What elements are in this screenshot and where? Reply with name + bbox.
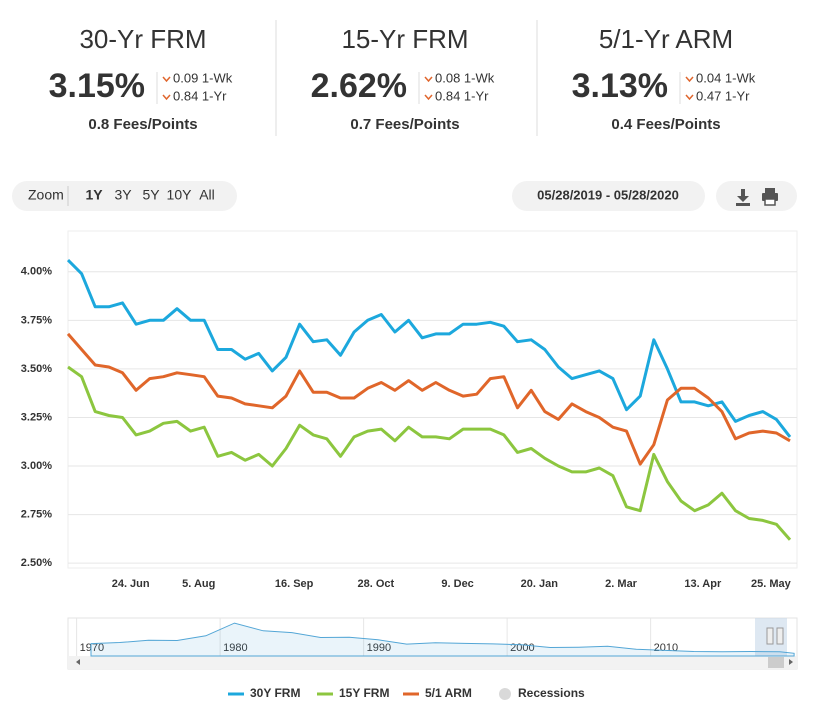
series-line [66,332,791,466]
legend-label[interactable]: 30Y FRM [250,686,300,700]
series-line [66,259,792,438]
down-arrow [424,94,433,101]
date-range-box[interactable] [512,181,705,211]
card-fees: 0.8 Fees/Points [88,116,197,133]
zoom-button[interactable]: 3Y [114,187,132,203]
navigator-label: 1970 [80,642,104,654]
zoom-label: Zoom [28,187,64,203]
card-rate: 2.62% [311,67,407,105]
legend-label[interactable]: 5/1 ARM [425,686,472,700]
navigator-area [90,622,795,657]
card-fees: 0.7 Fees/Points [350,116,459,133]
card-change: 0.84 1-Yr [173,88,227,103]
card-change: 0.04 1-Wk [696,70,756,85]
card-title: 5/1-Yr ARM [599,24,733,54]
x-tick-label: 9. Dec [441,578,473,590]
zoom-button[interactable]: 10Y [167,187,193,203]
x-tick-label: 2. Mar [605,578,638,590]
y-tick-label: 3.25% [21,411,52,423]
series-line [67,365,792,541]
down-arrow [685,76,694,83]
down-arrow [162,76,171,83]
navigator-label: 1990 [367,642,391,654]
scrollbar-thumb[interactable] [768,657,784,668]
y-tick-label: 4.00% [21,266,52,278]
download-icon[interactable] [736,189,750,206]
y-tick-label: 3.00% [21,460,52,472]
date-range: 05/28/2019 - 05/28/2020 [537,187,679,202]
card-rate: 3.13% [572,67,668,105]
navigator-handle[interactable] [776,627,784,645]
y-tick-label: 2.75% [21,508,52,520]
x-tick-label: 5. Aug [182,578,215,590]
card-title: 15-Yr FRM [341,24,468,54]
legend-swatch [499,688,511,700]
zoom-button[interactable]: All [199,187,215,203]
scrollbar[interactable] [68,656,797,669]
down-arrow [685,94,694,101]
y-tick-label: 3.75% [21,314,52,326]
card-title: 30-Yr FRM [79,24,206,54]
card-fees: 0.4 Fees/Points [611,116,720,133]
scroll-left[interactable] [76,659,80,665]
zoom-button[interactable]: 1Y [85,187,103,203]
navigator-handle[interactable] [766,627,774,645]
x-tick-label: 13. Apr [684,578,722,590]
legend-label[interactable]: Recessions [518,686,585,700]
x-tick-label: 20. Jan [521,578,559,590]
x-tick-label: 16. Sep [275,578,314,590]
card-change: 0.08 1-Wk [435,70,495,85]
down-arrow [162,94,171,101]
x-tick-label: 28. Oct [358,578,395,590]
card-change: 0.09 1-Wk [173,70,233,85]
export-box [716,181,797,211]
down-arrow [424,76,433,83]
card-rate: 3.15% [49,67,145,105]
x-tick-label: 25. May [751,578,792,590]
scroll-right[interactable] [789,659,793,665]
legend-label[interactable]: 15Y FRM [339,686,389,700]
plot-frame [67,230,798,569]
print-icon[interactable] [762,188,778,206]
card-change: 0.47 1-Yr [696,88,750,103]
y-tick-label: 3.50% [21,363,52,375]
card-change: 0.84 1-Yr [435,88,489,103]
zoom-button[interactable]: 5Y [142,187,160,203]
y-tick-label: 2.50% [21,557,52,569]
navigator-label: 1980 [223,642,247,654]
x-tick-label: 24. Jun [112,578,150,590]
